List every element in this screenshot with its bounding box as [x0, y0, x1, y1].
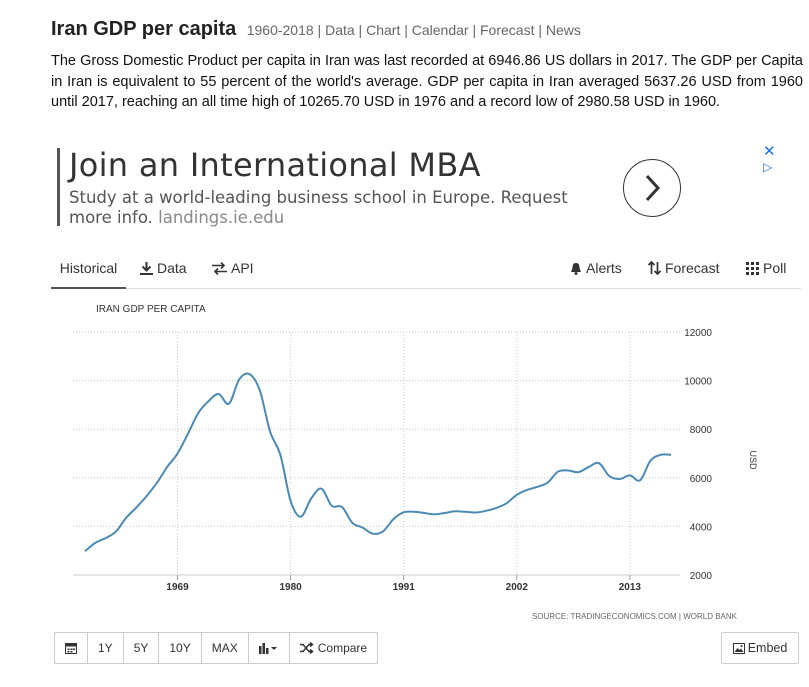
chart-type-dropdown[interactable]	[249, 633, 290, 663]
x-axis-ticks: 1969 1980 1991 2002 2013	[166, 582, 641, 593]
range-max-button[interactable]: MAX	[202, 633, 249, 663]
ad-body[interactable]: Study at a world-leading business school…	[69, 188, 568, 227]
bell-icon	[571, 263, 581, 275]
range-5y-button[interactable]: 5Y	[124, 633, 160, 663]
tab-historical[interactable]: Historical	[51, 249, 126, 289]
x-tick-label: 1969	[166, 582, 189, 593]
ad-close-icon[interactable]: ✕	[763, 143, 776, 160]
series-line	[84, 372, 672, 552]
chart-gridlines	[73, 331, 680, 580]
chart-title: IRAN GDP PER CAPITA	[96, 304, 206, 315]
link-forecast[interactable]: Forecast	[480, 22, 535, 38]
x-tick-label: 1991	[393, 582, 416, 593]
link-data[interactable]: Data	[325, 22, 355, 38]
range-1y-button[interactable]: 1Y	[88, 633, 124, 663]
y-tick-label: 4000	[690, 522, 713, 533]
gdp-line-chart: IRAN GDP PER CAPITA 1969 1980 1991 2002 2013…	[73, 304, 758, 621]
page-title: Iran GDP per capita	[51, 18, 237, 40]
chevron-right-icon	[645, 174, 661, 202]
compare-button[interactable]: Compare	[290, 633, 377, 663]
ad-url[interactable]: landings.ie.edu	[158, 208, 285, 227]
bar-chart-icon	[258, 643, 277, 654]
y-axis-ticks: 12000 10000 8000 6000 4000 2000	[684, 328, 712, 582]
header-links: 1960-2018 | Data | Chart | Calendar | Fo…	[246, 22, 581, 38]
chart-tabs: Historical Data API Alerts Forecast Poll	[51, 249, 801, 289]
tab-poll[interactable]: Poll	[746, 249, 786, 287]
sort-arrows-icon	[647, 260, 662, 276]
tab-data[interactable]: Data	[140, 249, 187, 287]
chart-toolbar: 1Y 5Y 10Y MAX Compare	[54, 632, 379, 664]
download-icon	[140, 262, 153, 275]
ad-banner[interactable]: Join an International MBA Study at a wor…	[57, 143, 782, 229]
y-tick-label: 8000	[690, 425, 713, 436]
calendar-button[interactable]	[55, 633, 88, 663]
embed-button[interactable]: Embed	[721, 632, 799, 664]
range-10y-button[interactable]: 10Y	[159, 633, 202, 663]
shuffle-icon	[299, 642, 314, 654]
tab-forecast[interactable]: Forecast	[647, 249, 719, 287]
y-tick-label: 2000	[690, 571, 713, 582]
chart-source: SOURCE: TRADINGECONOMICS.COM | WORLD BAN…	[532, 612, 738, 621]
x-tick-label: 2002	[506, 582, 529, 593]
tab-alerts[interactable]: Alerts	[570, 249, 622, 287]
page-header: Iran GDP per capita 1960-2018 | Data | C…	[51, 18, 581, 41]
x-tick-label: 2013	[619, 582, 642, 593]
ad-accent-bar	[57, 148, 60, 226]
link-period[interactable]: 1960-2018	[246, 22, 314, 38]
link-chart[interactable]: Chart	[366, 22, 401, 38]
link-calendar[interactable]: Calendar	[411, 22, 469, 38]
y-tick-label: 10000	[684, 377, 712, 388]
y-tick-label: 6000	[690, 474, 713, 485]
adchoices-icon[interactable]: ▷	[763, 160, 773, 174]
link-news[interactable]: News	[545, 22, 581, 38]
description-text: The Gross Domestic Product per capita in…	[51, 53, 803, 110]
calendar-icon	[65, 643, 77, 654]
x-tick-label: 1980	[279, 582, 302, 593]
grid-icon	[746, 262, 759, 275]
y-axis-label: USD	[748, 450, 758, 470]
exchange-icon	[212, 261, 227, 276]
y-tick-label: 12000	[684, 328, 712, 339]
ad-arrow-button[interactable]	[623, 159, 681, 217]
image-icon	[732, 643, 745, 654]
tab-api[interactable]: API	[212, 249, 254, 287]
ad-headline[interactable]: Join an International MBA	[69, 146, 481, 184]
